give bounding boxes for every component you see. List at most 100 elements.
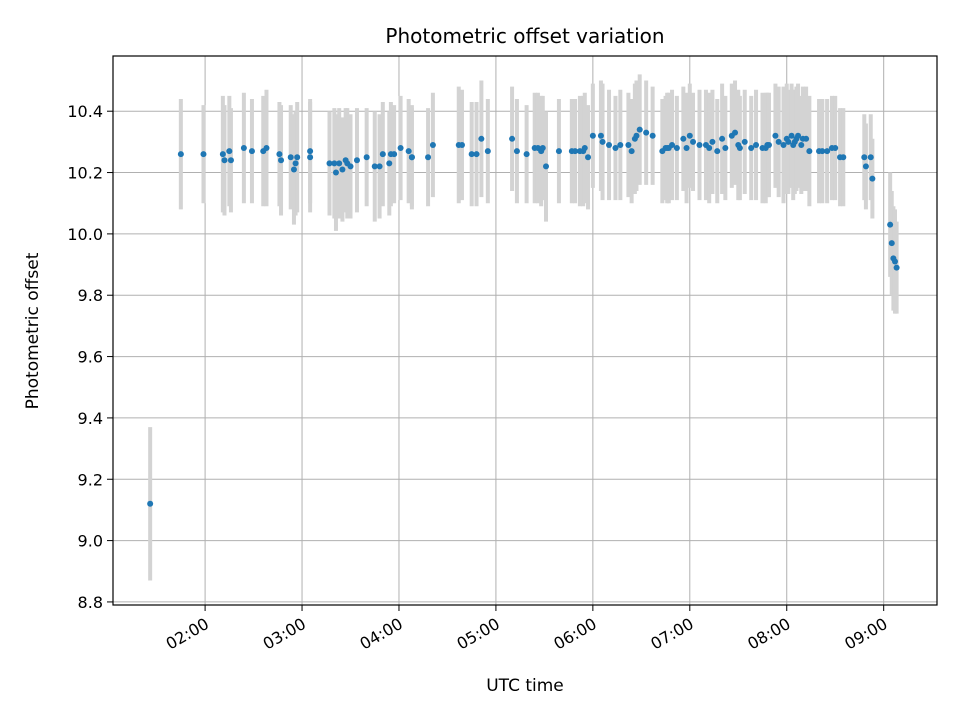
data-point — [332, 169, 339, 176]
data-point — [523, 151, 530, 158]
data-point — [429, 141, 436, 148]
y-axis-label: Photometric offset — [23, 252, 43, 409]
data-point — [248, 148, 255, 155]
data-point — [307, 148, 314, 155]
x-tick-label: 07:00 — [647, 614, 696, 654]
data-point — [736, 145, 743, 152]
data-point — [795, 132, 802, 139]
data-point — [397, 145, 404, 152]
data-point — [819, 148, 826, 155]
data-point — [753, 141, 760, 148]
data-point — [649, 132, 656, 139]
data-point — [294, 154, 301, 161]
chart-title: Photometric offset variation — [385, 24, 664, 48]
data-point — [696, 141, 703, 148]
data-point — [617, 141, 624, 148]
data-point — [339, 166, 346, 173]
y-axis-ticks: 8.8 9.0 9.2 9.4 9.6 9.8 10.0 10.2 10.4 — [67, 102, 113, 612]
x-tick-label: 09:00 — [841, 614, 890, 654]
data-point — [861, 154, 868, 161]
x-tick-label: 06:00 — [550, 614, 599, 654]
data-point — [798, 141, 805, 148]
y-tick-label: 10.4 — [67, 102, 103, 121]
data-point — [458, 141, 465, 148]
x-tick-label: 02:00 — [163, 614, 212, 654]
y-tick-label: 9.8 — [78, 286, 103, 305]
y-tick-label: 9.4 — [78, 409, 103, 428]
data-point — [371, 163, 378, 170]
data-point — [788, 132, 795, 139]
x-tick-label: 03:00 — [260, 614, 309, 654]
data-point — [581, 145, 588, 152]
data-point — [869, 175, 876, 182]
data-point — [732, 129, 739, 136]
data-point — [803, 135, 810, 142]
data-point — [336, 160, 343, 167]
data-point — [555, 148, 562, 155]
data-point — [391, 151, 398, 158]
data-point — [686, 132, 693, 139]
data-point — [741, 138, 748, 145]
data-point — [509, 135, 516, 142]
data-point — [772, 132, 779, 139]
data-point — [643, 129, 650, 136]
data-point — [719, 135, 726, 142]
data-point — [862, 163, 869, 170]
data-points — [147, 126, 900, 507]
data-point — [276, 151, 283, 158]
data-point — [363, 154, 370, 161]
data-point — [673, 145, 680, 152]
data-point — [227, 157, 234, 164]
data-point — [780, 141, 787, 148]
data-point — [887, 221, 894, 228]
data-point — [599, 138, 606, 145]
data-point — [263, 145, 270, 152]
data-point — [765, 141, 772, 148]
data-point — [177, 151, 184, 158]
data-point — [832, 145, 839, 152]
data-point — [539, 145, 546, 152]
data-point — [628, 148, 635, 155]
y-tick-label: 10.0 — [67, 225, 103, 244]
y-tick-label: 9.2 — [78, 470, 103, 489]
data-point — [425, 154, 432, 161]
data-point — [219, 151, 226, 158]
data-point — [221, 157, 228, 164]
data-point — [633, 132, 640, 139]
data-point — [690, 138, 697, 145]
data-point — [669, 141, 676, 148]
data-point — [714, 148, 721, 155]
data-point — [893, 264, 900, 271]
data-point — [625, 141, 632, 148]
data-point — [292, 160, 299, 167]
data-point — [683, 145, 690, 152]
data-point — [326, 160, 333, 167]
data-point — [484, 148, 491, 155]
x-tick-label: 05:00 — [453, 614, 502, 654]
y-tick-label: 8.8 — [78, 593, 103, 612]
data-point — [612, 145, 619, 152]
data-point — [748, 145, 755, 152]
data-point — [785, 138, 792, 145]
x-tick-label: 04:00 — [357, 614, 406, 654]
x-tick-label: 08:00 — [744, 614, 793, 654]
data-point — [722, 145, 729, 152]
data-point — [473, 151, 480, 158]
data-point — [200, 151, 207, 158]
data-point — [543, 163, 550, 170]
data-point — [331, 160, 338, 167]
data-point — [376, 163, 383, 170]
data-point — [468, 151, 475, 158]
data-point — [290, 166, 297, 173]
y-tick-label: 9.6 — [78, 348, 103, 367]
data-point — [585, 154, 592, 161]
y-tick-label: 10.2 — [67, 164, 103, 183]
data-point — [287, 154, 294, 161]
data-point — [589, 132, 596, 139]
data-point — [353, 157, 360, 164]
x-axis-label: UTC time — [486, 676, 564, 696]
y-tick-label: 9.0 — [78, 532, 103, 551]
data-point — [606, 141, 613, 148]
